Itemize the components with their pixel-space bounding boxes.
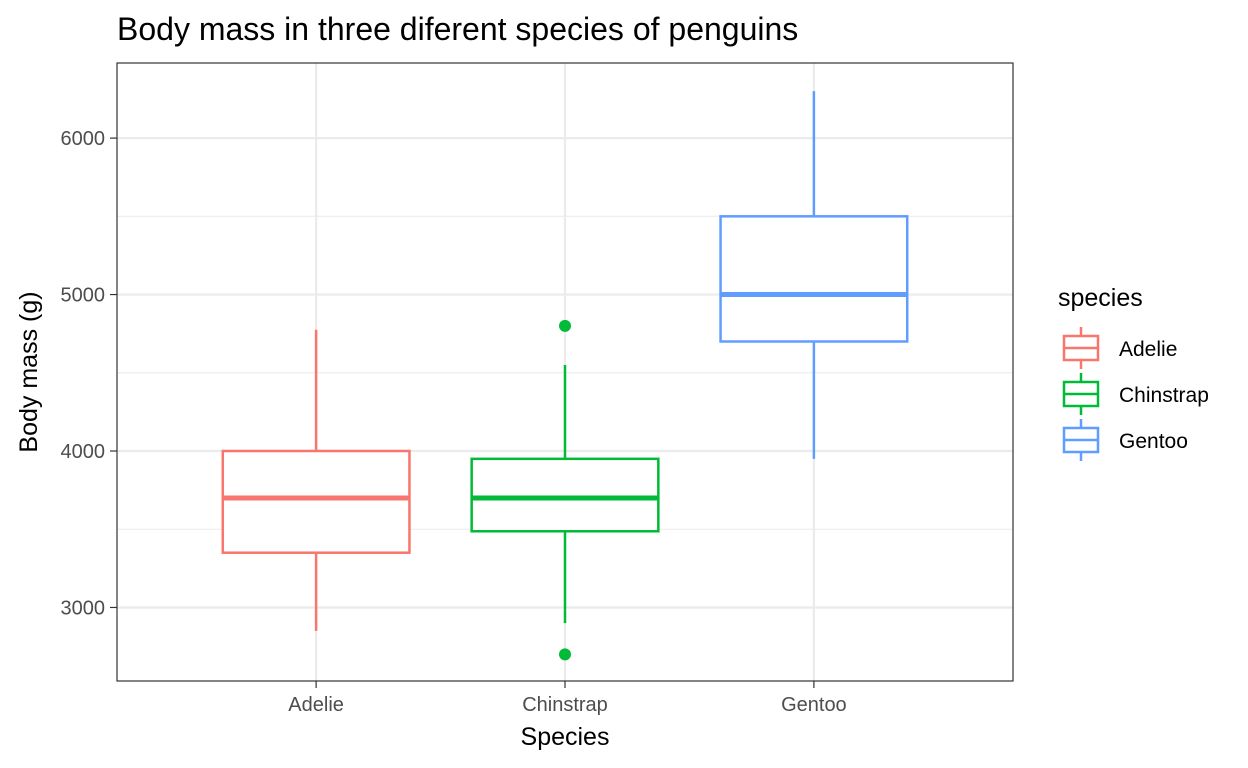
legend-label: Chinstrap	[1119, 384, 1209, 407]
x-tick-label: Adelie	[288, 694, 344, 716]
outlier-point	[559, 648, 571, 661]
x-axis: Adelie Chinstrap Gentoo	[288, 681, 847, 716]
legend-item-adelie: Adelie	[1062, 327, 1177, 369]
y-axis: 3000 4000 5000 6000	[61, 128, 117, 619]
legend-label: Adelie	[1119, 338, 1177, 361]
box-chinstrap	[470, 319, 660, 661]
x-tick-label: Gentoo	[781, 694, 847, 716]
chart-title: Body mass in three diferent species of p…	[117, 11, 798, 47]
legend-label: Gentoo	[1119, 430, 1188, 453]
y-tick-label: 3000	[61, 597, 106, 619]
y-axis-title: Body mass (g)	[15, 291, 43, 452]
y-tick-label: 6000	[61, 128, 106, 150]
y-tick-label: 5000	[61, 285, 106, 307]
outlier-point	[559, 319, 571, 332]
legend: species Adelie Chinstrap Gentoo	[1058, 284, 1209, 461]
iqr-box	[470, 457, 660, 533]
box-gentoo	[719, 91, 909, 459]
boxplots	[221, 91, 909, 661]
legend-item-gentoo: Gentoo	[1062, 419, 1188, 461]
y-tick-label: 4000	[61, 441, 106, 463]
x-tick-label: Chinstrap	[522, 694, 608, 716]
x-axis-title: Species	[521, 723, 610, 751]
box-adelie	[221, 329, 411, 631]
legend-title: species	[1058, 284, 1143, 312]
iqr-box	[221, 449, 411, 554]
legend-item-chinstrap: Chinstrap	[1062, 373, 1209, 415]
iqr-box	[719, 215, 909, 343]
